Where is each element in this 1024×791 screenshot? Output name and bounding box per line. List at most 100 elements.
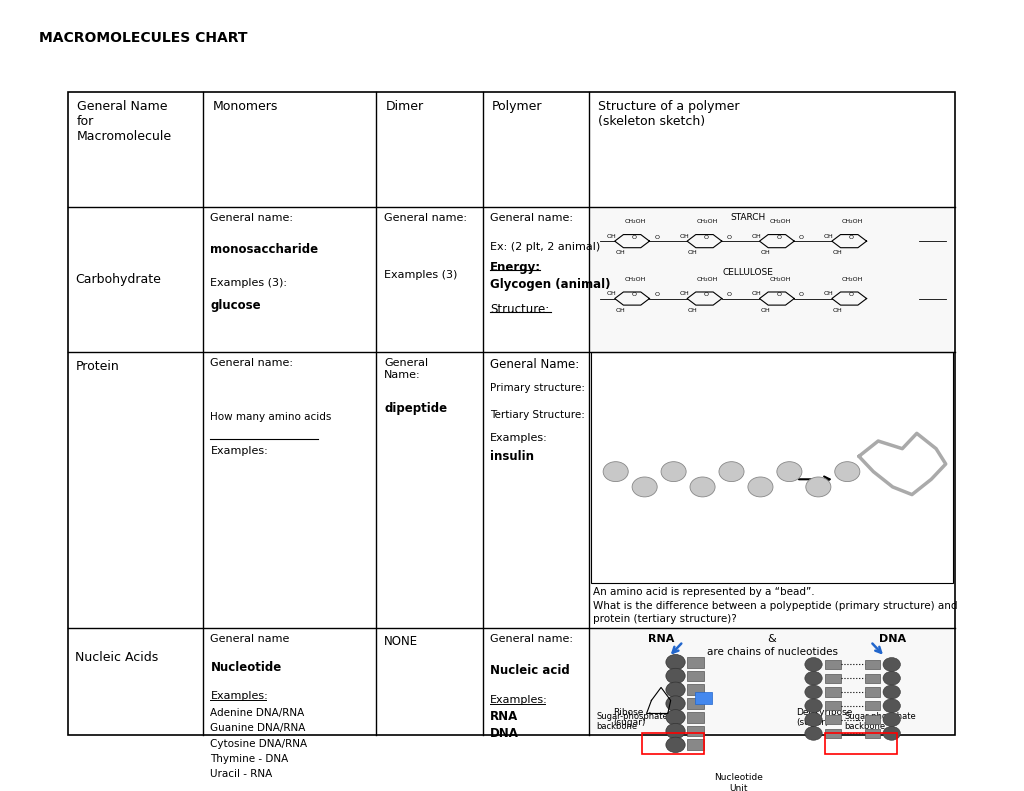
- Text: OH: OH: [679, 234, 689, 239]
- Text: O: O: [654, 292, 659, 297]
- Bar: [864, 715, 880, 725]
- Text: Ex: (2 plt, 2 animal): Ex: (2 plt, 2 animal): [490, 242, 600, 252]
- Text: An amino acid is represented by a “bead”.
What is the difference between a polyp: An amino acid is represented by a “bead”…: [594, 588, 958, 624]
- Text: O: O: [776, 235, 781, 240]
- Bar: [825, 687, 841, 697]
- Text: OH: OH: [679, 291, 689, 297]
- Text: Energy:: Energy:: [490, 261, 542, 274]
- Text: Nucleic acid: Nucleic acid: [490, 664, 570, 677]
- Text: DNA: DNA: [879, 634, 906, 644]
- Text: OH: OH: [833, 308, 843, 312]
- Circle shape: [666, 737, 685, 752]
- Circle shape: [883, 657, 900, 672]
- Text: O: O: [703, 292, 709, 297]
- Text: Dimer: Dimer: [386, 100, 424, 112]
- Circle shape: [883, 726, 900, 740]
- Text: OH: OH: [688, 308, 697, 312]
- Bar: [687, 740, 705, 750]
- Text: O: O: [632, 235, 637, 240]
- Text: insulin: insulin: [490, 450, 535, 463]
- FancyBboxPatch shape: [591, 208, 953, 350]
- Bar: [642, 732, 705, 754]
- Bar: [68, 92, 955, 735]
- Circle shape: [690, 477, 715, 497]
- Bar: [687, 698, 705, 709]
- Text: CH₂OH: CH₂OH: [769, 277, 791, 282]
- Text: Cytosine DNA/RNA: Cytosine DNA/RNA: [210, 739, 307, 749]
- Text: CH₂OH: CH₂OH: [625, 277, 646, 282]
- Text: Examples:: Examples:: [210, 691, 268, 702]
- Text: OH: OH: [615, 308, 626, 312]
- Text: Polymer: Polymer: [493, 100, 543, 112]
- Text: OH: OH: [607, 291, 616, 297]
- Text: Deoxyribose
(sugar): Deoxyribose (sugar): [796, 708, 853, 728]
- Text: O: O: [849, 292, 854, 297]
- Circle shape: [666, 668, 685, 683]
- Text: Examples:: Examples:: [490, 695, 548, 705]
- Text: Sugar-phosphate
backbone: Sugar-phosphate backbone: [845, 712, 916, 732]
- Text: CH₂OH: CH₂OH: [696, 219, 718, 225]
- Text: CH₂OH: CH₂OH: [625, 219, 646, 225]
- Circle shape: [777, 462, 802, 482]
- Text: DNA: DNA: [490, 727, 519, 740]
- Circle shape: [666, 682, 685, 698]
- Text: General name:: General name:: [210, 213, 294, 223]
- Text: O: O: [776, 292, 781, 297]
- Text: Nucleic Acids: Nucleic Acids: [76, 651, 159, 664]
- Bar: [864, 674, 880, 683]
- Text: OH: OH: [761, 250, 770, 255]
- Text: General name: General name: [210, 634, 290, 644]
- Text: OH: OH: [615, 250, 626, 255]
- Bar: [825, 701, 841, 710]
- Text: Sugar-phosphate
backbone: Sugar-phosphate backbone: [596, 712, 668, 732]
- Text: Guanine DNA/RNA: Guanine DNA/RNA: [210, 724, 306, 733]
- Text: RNA: RNA: [490, 710, 518, 724]
- Text: Adenine DNA/RNA: Adenine DNA/RNA: [210, 708, 304, 718]
- Circle shape: [666, 724, 685, 739]
- Bar: [864, 701, 880, 710]
- Circle shape: [835, 462, 860, 482]
- Text: O: O: [799, 292, 804, 297]
- Text: O: O: [632, 292, 637, 297]
- Circle shape: [662, 462, 686, 482]
- Bar: [687, 712, 705, 723]
- Text: Examples:: Examples:: [210, 446, 268, 456]
- Text: &: &: [768, 634, 776, 644]
- Bar: [825, 732, 897, 754]
- Text: dipeptide: dipeptide: [384, 402, 447, 415]
- Text: OH: OH: [752, 234, 762, 239]
- Bar: [687, 657, 705, 668]
- Text: CH₂OH: CH₂OH: [696, 277, 718, 282]
- Text: Tertiary Structure:: Tertiary Structure:: [490, 410, 585, 419]
- Bar: [825, 715, 841, 725]
- Text: Structure of a polymer
(skeleton sketch): Structure of a polymer (skeleton sketch): [598, 100, 739, 127]
- Text: RNA: RNA: [648, 634, 674, 644]
- Circle shape: [883, 713, 900, 726]
- Text: Monomers: Monomers: [212, 100, 278, 112]
- Text: Glycogen (animal): Glycogen (animal): [490, 278, 610, 291]
- Text: glucose: glucose: [210, 299, 261, 312]
- Circle shape: [805, 713, 822, 726]
- Bar: [687, 684, 705, 695]
- Circle shape: [805, 657, 822, 672]
- Circle shape: [719, 462, 744, 482]
- FancyBboxPatch shape: [591, 352, 953, 583]
- Bar: [825, 729, 841, 738]
- Text: monosaccharide: monosaccharide: [210, 244, 318, 256]
- Text: Structure:: Structure:: [490, 303, 550, 316]
- Text: OH: OH: [824, 234, 834, 239]
- Text: MACROMOLECULES CHART: MACROMOLECULES CHART: [39, 31, 247, 44]
- Text: Protein: Protein: [76, 360, 119, 373]
- Text: Carbohydrate: Carbohydrate: [76, 273, 161, 286]
- Circle shape: [806, 477, 830, 497]
- Text: General Name:: General Name:: [490, 358, 580, 371]
- Circle shape: [883, 685, 900, 699]
- Text: O: O: [727, 292, 732, 297]
- Bar: [825, 660, 841, 669]
- Text: Nucleotide: Nucleotide: [210, 660, 282, 674]
- Text: Examples:: Examples:: [490, 433, 548, 442]
- Circle shape: [603, 462, 629, 482]
- Text: General name:: General name:: [490, 634, 573, 644]
- Bar: [687, 671, 705, 681]
- Bar: [864, 729, 880, 738]
